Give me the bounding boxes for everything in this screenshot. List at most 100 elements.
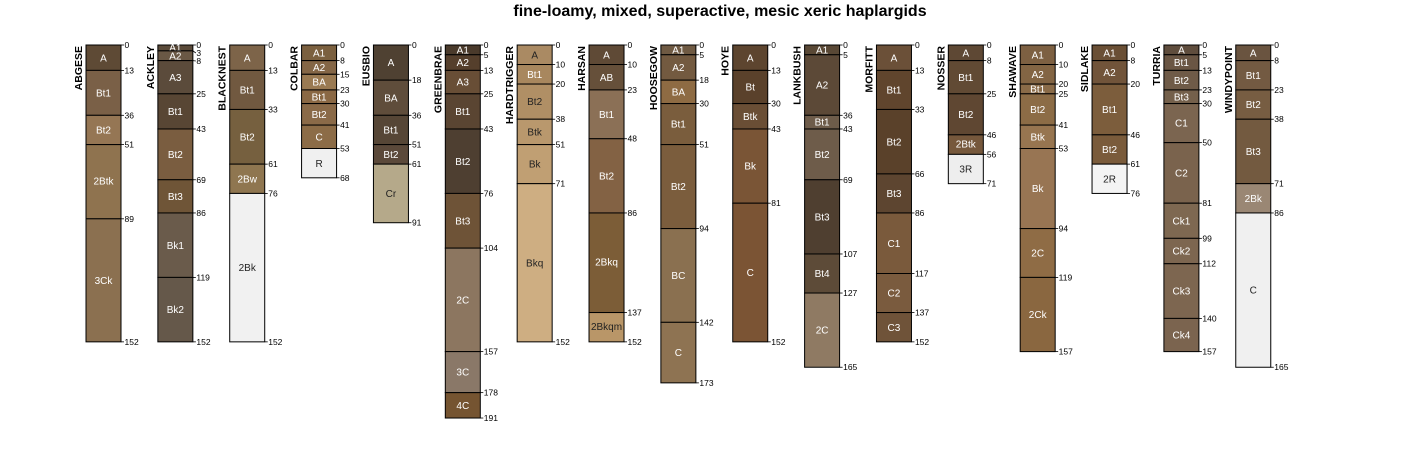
horizon-label: Bt1 — [1102, 105, 1117, 116]
depth-label: 0 — [843, 40, 848, 50]
depth-label: 10 — [628, 60, 638, 70]
depth-label: 76 — [268, 188, 278, 198]
horizon-label: Bt2 — [886, 137, 901, 148]
depth-label: 137 — [628, 308, 642, 318]
depth-label: 173 — [699, 378, 713, 388]
profile-nosser: NOSSER ABt1Bt22Btk3R0825465671 — [935, 40, 996, 189]
depth-label: 152 — [915, 337, 929, 347]
depth-label: 30 — [1202, 99, 1212, 109]
horizon-label: A — [1250, 48, 1257, 59]
depth-label: 89 — [125, 214, 135, 224]
depth-label: 23 — [340, 85, 350, 95]
depth-label: 51 — [412, 140, 422, 150]
depth-label: 13 — [915, 65, 925, 75]
depth-label: 152 — [125, 337, 139, 347]
horizon-label: A2 — [816, 81, 829, 92]
profile-name: WINDYPOINT — [1223, 45, 1235, 113]
depth-label: 157 — [1202, 347, 1216, 357]
horizon-label: A1 — [1032, 50, 1045, 61]
horizon-label: AB — [600, 73, 614, 84]
horizon-label: Bt2 — [1102, 145, 1117, 156]
profile-sidlake: SIDLAKE A1A2Bt1Bt22R0820466176 — [1079, 40, 1140, 198]
horizon-label: Bt — [746, 83, 756, 94]
depth-label: 51 — [125, 140, 135, 150]
horizon-label: A3 — [169, 73, 182, 84]
depth-label: 94 — [1059, 224, 1069, 234]
depth-label: 178 — [484, 388, 498, 398]
depth-label: 30 — [340, 99, 350, 109]
soil-profile-chart: fine-loamy, mixed, superactive, mesic xe… — [0, 0, 1425, 450]
depth-label: 20 — [1059, 79, 1069, 89]
depth-label: 81 — [771, 198, 781, 208]
depth-label: 61 — [1131, 159, 1141, 169]
profile-name: NOSSER — [935, 46, 947, 91]
depth-label: 20 — [556, 79, 566, 89]
depth-label: 18 — [699, 75, 709, 85]
horizon-label: Bt1 — [96, 88, 111, 99]
depth-label: 8 — [196, 56, 201, 66]
depth-label: 20 — [1131, 79, 1141, 89]
depth-label: 104 — [484, 243, 498, 253]
depth-label: 0 — [771, 40, 776, 50]
horizon-label: BA — [312, 78, 326, 89]
profile-hardtrigger: HARDTRIGGER ABt1Bt2BtkBkBkq01020385171152 — [504, 40, 570, 347]
profile-lankbush: LANKBUSH A1A2Bt1Bt2Bt3Bt42C05364369107127… — [792, 40, 858, 372]
profile-name: MORFITT — [863, 45, 875, 92]
profile-harsan: HARSAN AABBt1Bt22Bkq2Bkqm010234886137152 — [576, 40, 642, 347]
depth-label: 71 — [556, 179, 566, 189]
depth-label: 0 — [915, 40, 920, 50]
profile-colbar: COLBAR A1 A2 BA Bt1 Bt2 C R 0 8 15 23 30 41 53 68 — [289, 40, 350, 183]
horizon-label: A — [244, 53, 251, 64]
horizon-label: Bt2 — [1174, 76, 1189, 87]
profile-name: LANKBUSH — [792, 46, 804, 105]
horizon-label: Bt2 — [312, 110, 327, 121]
depth-label: 8 — [340, 56, 345, 66]
horizon-label: A3 — [457, 78, 470, 89]
horizon-label: Bt2 — [96, 126, 111, 137]
depth-label: 10 — [1059, 60, 1069, 70]
horizon-label: 3R — [959, 165, 972, 176]
horizon-label: 2Bk — [1245, 194, 1263, 205]
depth-label: 152 — [268, 337, 282, 347]
horizon-label: Bt4 — [815, 269, 830, 280]
depth-label: 157 — [484, 347, 498, 357]
profile-blacknest: BLACKNEST A Bt1 Bt2 2Bw 2Bk 0 13 33 61 76 152 — [217, 40, 283, 347]
depth-label: 71 — [1274, 179, 1284, 189]
horizon-label: Ck2 — [1173, 247, 1191, 258]
profile-name: HARSAN — [576, 46, 588, 91]
depth-label: 36 — [125, 110, 135, 120]
horizon-label: Bt3 — [815, 212, 830, 223]
profile-abgese: ABGESE ABt1Bt22Btk3Ck013365189152 — [73, 40, 139, 347]
depth-label: 8 — [1131, 56, 1136, 66]
depth-label: 91 — [412, 218, 422, 228]
depth-label: 43 — [196, 124, 206, 134]
profile-hoye: HOYE ABtBtkBkC013304381152 — [720, 40, 786, 347]
depth-label: 0 — [628, 40, 633, 50]
profile-name: HOYE — [720, 46, 732, 76]
depth-label: 0 — [1059, 40, 1064, 50]
depth-label: 41 — [340, 120, 350, 130]
horizon-label: Bt1 — [168, 107, 183, 118]
depth-label: 66 — [915, 169, 925, 179]
horizon-label: R — [315, 159, 322, 170]
depth-label: 43 — [484, 124, 494, 134]
depth-label: 137 — [915, 308, 929, 318]
depth-label: 13 — [1202, 65, 1212, 75]
horizon-label: 2Bk — [239, 263, 257, 274]
depth-label: 94 — [699, 224, 709, 234]
depth-label: 152 — [196, 337, 210, 347]
horizon-label: A — [388, 58, 395, 69]
depth-label: 15 — [340, 69, 350, 79]
profile-greenbrae: GREENBRAE A1A2A3Bt1Bt2Bt32C3C4C0513254376… — [432, 40, 498, 423]
depth-label: 0 — [412, 40, 417, 50]
horizon-label: Bt3 — [455, 216, 470, 227]
depth-label: 25 — [484, 89, 494, 99]
horizon-label: Bt2 — [383, 150, 398, 161]
profile-turria: TURRIA A Bt1 Bt2 Bt3 C1 C2 Ck1 Ck2 Ck3 Ck4 05 13 23 30… — [1151, 40, 1217, 357]
depth-label: 51 — [556, 140, 566, 150]
profile-hoosegow: HOOSEGOW A1A2BABt1Bt2BCC0518305194142173 — [648, 40, 714, 388]
depth-label: 112 — [1202, 259, 1216, 269]
depth-label: 152 — [628, 337, 642, 347]
depth-label: 23 — [628, 85, 638, 95]
horizon-label: Bk1 — [167, 241, 185, 252]
